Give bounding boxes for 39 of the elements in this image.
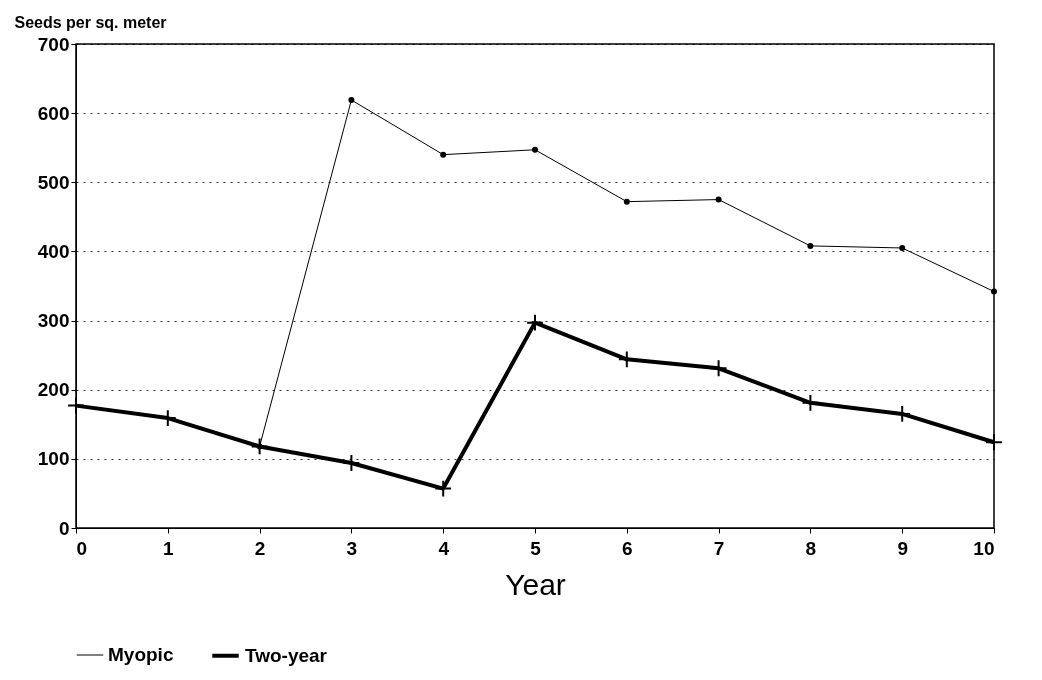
point	[985, 433, 1003, 452]
y-tick-label: 0	[58, 517, 70, 539]
x-tick-label: 1	[163, 537, 175, 559]
y-tick-label: 400	[37, 240, 70, 262]
y-axis-title: Seeds per sq. meter	[14, 13, 167, 31]
x-tick-label: 8	[805, 537, 817, 559]
point	[440, 151, 447, 158]
x-tick-label: 10	[973, 537, 995, 559]
x-tick-label: 4	[438, 537, 450, 559]
x-axis-title: Year	[505, 567, 566, 601]
y-tick-label: 200	[37, 379, 70, 401]
point	[348, 97, 355, 103]
legend-label: Two-year	[245, 644, 328, 666]
x-tick-label: 9	[897, 537, 908, 559]
point	[623, 198, 630, 205]
point	[899, 244, 906, 251]
point	[801, 393, 820, 412]
y-tick-label: 700	[37, 33, 70, 55]
point	[807, 242, 814, 249]
x-tick-label: 7	[713, 537, 725, 559]
x-tick-label: 5	[530, 537, 542, 559]
point	[715, 196, 722, 203]
x-tick-label: 6	[622, 537, 633, 559]
point	[67, 396, 85, 415]
x-tick-label: 0	[76, 537, 88, 559]
x-tick-label: 2	[254, 537, 266, 559]
legend-label: Myopic	[108, 644, 174, 665]
point	[709, 359, 728, 378]
y-tick-label: 300	[37, 310, 70, 332]
point	[532, 146, 538, 153]
point	[250, 437, 269, 456]
point	[526, 313, 544, 332]
point	[342, 454, 361, 472]
y-tick-label: 500	[37, 171, 70, 193]
point	[434, 479, 453, 498]
y-tick-label: 100	[37, 448, 70, 470]
point	[991, 288, 997, 295]
y-tick-label: 600	[37, 102, 70, 124]
x-tick-label: 3	[346, 537, 358, 559]
